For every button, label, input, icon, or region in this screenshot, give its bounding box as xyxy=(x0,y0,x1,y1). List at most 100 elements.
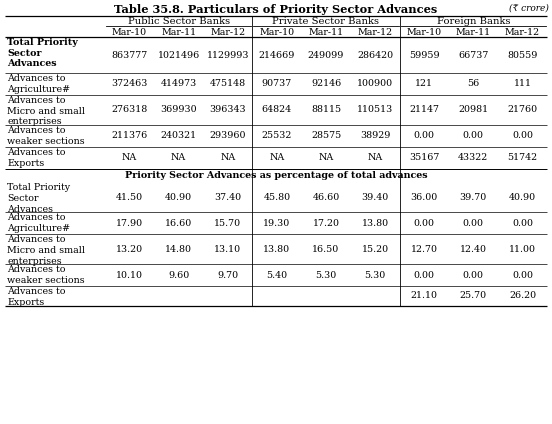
Text: Advances to
Agriculture#: Advances to Agriculture# xyxy=(7,213,70,233)
Text: NA: NA xyxy=(220,153,235,162)
Text: 19.30: 19.30 xyxy=(263,218,290,228)
Text: NA: NA xyxy=(269,153,284,162)
Text: Mar-11: Mar-11 xyxy=(161,28,196,37)
Text: 66737: 66737 xyxy=(458,50,489,59)
Text: 88115: 88115 xyxy=(311,106,341,114)
Text: 10.10: 10.10 xyxy=(116,271,143,279)
Text: 14.80: 14.80 xyxy=(165,245,192,254)
Text: 0.00: 0.00 xyxy=(463,271,484,279)
Text: 40.90: 40.90 xyxy=(165,192,192,201)
Text: Mar-10: Mar-10 xyxy=(259,28,294,37)
Text: 240321: 240321 xyxy=(161,131,197,140)
Text: 249099: 249099 xyxy=(308,50,344,59)
Text: 36.00: 36.00 xyxy=(411,192,438,201)
Text: 372463: 372463 xyxy=(112,80,148,89)
Text: Advances to
Exports: Advances to Exports xyxy=(7,287,66,307)
Text: NA: NA xyxy=(368,153,383,162)
Text: Advances to
weaker sections: Advances to weaker sections xyxy=(7,126,84,146)
Text: 13.10: 13.10 xyxy=(214,245,241,254)
Text: Mar-12: Mar-12 xyxy=(210,28,245,37)
Text: 43322: 43322 xyxy=(458,153,489,162)
Text: 39.40: 39.40 xyxy=(362,192,389,201)
Text: 1129993: 1129993 xyxy=(206,50,249,59)
Text: 26.20: 26.20 xyxy=(509,292,536,301)
Text: 80559: 80559 xyxy=(507,50,538,59)
Text: 21760: 21760 xyxy=(507,106,538,114)
Text: 16.50: 16.50 xyxy=(312,245,339,254)
Text: 12.40: 12.40 xyxy=(460,245,487,254)
Text: 0.00: 0.00 xyxy=(463,131,484,140)
Text: 51742: 51742 xyxy=(507,153,538,162)
Text: 39.70: 39.70 xyxy=(460,192,487,201)
Text: 121: 121 xyxy=(415,80,433,89)
Text: Advances to
Micro and small
enterprises: Advances to Micro and small enterprises xyxy=(7,96,85,126)
Text: 111: 111 xyxy=(513,80,532,89)
Text: NA: NA xyxy=(171,153,186,162)
Text: Total Priority
Sector
Advances: Total Priority Sector Advances xyxy=(7,183,70,214)
Text: Mar-12: Mar-12 xyxy=(505,28,540,37)
Text: 46.60: 46.60 xyxy=(312,192,339,201)
Text: 0.00: 0.00 xyxy=(512,131,533,140)
Text: Public Sector Banks: Public Sector Banks xyxy=(128,17,230,26)
Text: Advances to
Exports: Advances to Exports xyxy=(7,148,66,168)
Text: 21.10: 21.10 xyxy=(411,292,438,301)
Text: 25532: 25532 xyxy=(262,131,292,140)
Text: 0.00: 0.00 xyxy=(512,271,533,279)
Text: 369930: 369930 xyxy=(160,106,197,114)
Text: Mar-10: Mar-10 xyxy=(407,28,442,37)
Text: 40.90: 40.90 xyxy=(509,192,536,201)
Text: 38929: 38929 xyxy=(360,131,390,140)
Text: 9.70: 9.70 xyxy=(217,271,238,279)
Text: 90737: 90737 xyxy=(262,80,292,89)
Text: NA: NA xyxy=(319,153,333,162)
Text: Private Sector Banks: Private Sector Banks xyxy=(273,17,380,26)
Text: 276318: 276318 xyxy=(112,106,148,114)
Text: 0.00: 0.00 xyxy=(413,131,435,140)
Text: 45.80: 45.80 xyxy=(263,192,290,201)
Text: 100900: 100900 xyxy=(357,80,393,89)
Text: 5.30: 5.30 xyxy=(364,271,386,279)
Text: Mar-11: Mar-11 xyxy=(456,28,491,37)
Text: 13.80: 13.80 xyxy=(362,218,389,228)
Text: 59959: 59959 xyxy=(409,50,439,59)
Text: 12.70: 12.70 xyxy=(411,245,438,254)
Text: 56: 56 xyxy=(467,80,480,89)
Text: 41.50: 41.50 xyxy=(116,192,143,201)
Text: 1021496: 1021496 xyxy=(157,50,200,59)
Text: 64824: 64824 xyxy=(262,106,292,114)
Text: Advances to
weaker sections: Advances to weaker sections xyxy=(7,265,84,285)
Text: Mar-12: Mar-12 xyxy=(358,28,392,37)
Text: NA: NA xyxy=(122,153,137,162)
Text: 110513: 110513 xyxy=(357,106,393,114)
Text: 11.00: 11.00 xyxy=(509,245,536,254)
Text: 0.00: 0.00 xyxy=(413,271,435,279)
Text: 17.20: 17.20 xyxy=(312,218,339,228)
Text: 5.30: 5.30 xyxy=(315,271,337,279)
Text: 13.80: 13.80 xyxy=(263,245,290,254)
Text: 286420: 286420 xyxy=(357,50,393,59)
Text: 13.20: 13.20 xyxy=(116,245,143,254)
Text: 16.60: 16.60 xyxy=(165,218,192,228)
Text: 214669: 214669 xyxy=(259,50,295,59)
Text: 21147: 21147 xyxy=(409,106,439,114)
Text: Foreign Banks: Foreign Banks xyxy=(437,17,510,26)
Text: 20981: 20981 xyxy=(458,106,489,114)
Text: Mar-11: Mar-11 xyxy=(309,28,343,37)
Text: Total Priority
Sector
Advances: Total Priority Sector Advances xyxy=(7,38,78,69)
Text: (₹ crore): (₹ crore) xyxy=(509,4,549,13)
Text: 9.60: 9.60 xyxy=(168,271,189,279)
Text: 293960: 293960 xyxy=(210,131,246,140)
Text: Mar-10: Mar-10 xyxy=(112,28,147,37)
Text: 0.00: 0.00 xyxy=(512,218,533,228)
Text: 863777: 863777 xyxy=(112,50,148,59)
Text: Advances to
Micro and small
enterprises: Advances to Micro and small enterprises xyxy=(7,235,85,265)
Text: 0.00: 0.00 xyxy=(413,218,435,228)
Text: 396343: 396343 xyxy=(209,106,246,114)
Text: 0.00: 0.00 xyxy=(463,218,484,228)
Text: 15.70: 15.70 xyxy=(214,218,241,228)
Text: 414973: 414973 xyxy=(161,80,197,89)
Text: 5.40: 5.40 xyxy=(266,271,288,279)
Text: Priority Sector Advances as percentage of total advances: Priority Sector Advances as percentage o… xyxy=(125,171,427,180)
Text: 25.70: 25.70 xyxy=(460,292,487,301)
Text: 17.90: 17.90 xyxy=(116,218,143,228)
